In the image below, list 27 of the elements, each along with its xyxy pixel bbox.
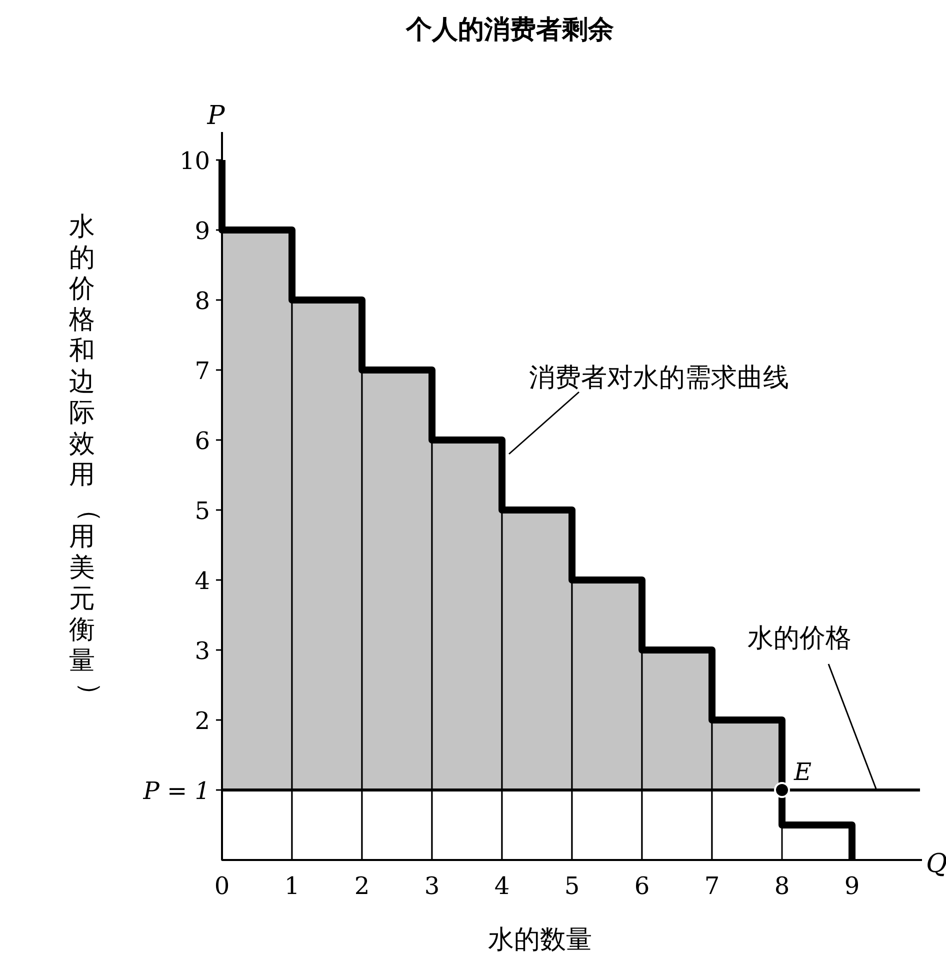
x-tick-label: 3 [424, 872, 440, 900]
x-tick-label: 1 [284, 872, 300, 900]
series-label: E [793, 758, 812, 786]
chart-title: 个人的消费者剩余 [405, 15, 615, 45]
x-tick-label: 0 [214, 872, 230, 900]
x-tick-label: 4 [494, 872, 510, 900]
x-tick-label: 9 [844, 872, 860, 900]
text: P [206, 101, 226, 131]
y-tick-label: 4 [194, 567, 210, 595]
y-tick-label: 2 [194, 707, 210, 735]
x-tick-label: 2 [354, 872, 370, 900]
x-tick-label: 8 [774, 872, 790, 900]
y-tick-label: 6 [194, 427, 210, 455]
ref-line-label: 水的价格 [748, 624, 852, 654]
text: 水的价格和边际效用（用美元衡量） [69, 212, 105, 708]
y-tick-label: 8 [194, 287, 210, 315]
y-tick-label: 5 [194, 497, 210, 525]
x-tick-label: 7 [704, 872, 720, 900]
y-tick-label: P = 1 [142, 777, 210, 805]
y-tick-label: 9 [194, 217, 210, 245]
y-tick-label: 7 [194, 357, 210, 385]
x-tick-label: 5 [564, 872, 580, 900]
y-tick-label: 3 [194, 637, 210, 665]
y-tick-label: 10 [179, 147, 210, 175]
x-axis-title: 水的数量 [488, 925, 592, 955]
annotation: 消费者对水的需求曲线 [529, 363, 789, 393]
x-tick-label: 6 [634, 872, 650, 900]
